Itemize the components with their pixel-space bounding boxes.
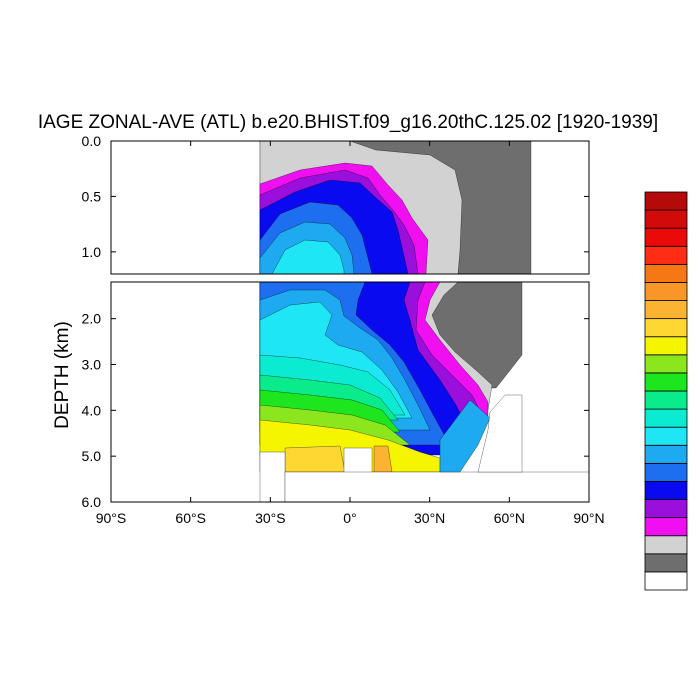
- seafloor-mask-bottom: [284, 471, 589, 502]
- xtick-label: 30°N: [414, 510, 445, 526]
- colorbar-swatch: [644, 535, 688, 555]
- seafloor-mask-north: [477, 394, 523, 473]
- colorbar-swatch: [644, 462, 688, 482]
- colorbar-swatch: [644, 336, 688, 356]
- xtick-label: 0°: [343, 510, 356, 526]
- chart-title: IAGE ZONAL-AVE (ATL) b.e20.BHIST.f09_g16…: [38, 112, 658, 133]
- colorbar-swatch: [644, 354, 688, 374]
- colorbar-swatch: [644, 245, 688, 265]
- colorbar-swatch: [644, 444, 688, 464]
- colorbar-swatch: [644, 390, 688, 410]
- colorbar-swatch: [644, 209, 688, 229]
- colorbar-swatch: [644, 372, 688, 392]
- seafloor-mask-left: [259, 451, 286, 502]
- y-axis-label: DEPTH (km): [52, 321, 73, 429]
- colorbar-swatch: [644, 499, 688, 519]
- lower-panel-plot: 2.03.04.05.06.0 90°S 60°S 30°S 0° 30°N 60°N 90…: [82, 141, 605, 526]
- lower-ytick-label: 5.0: [82, 448, 102, 464]
- colorbar-swatch: [644, 408, 688, 428]
- colorbar-swatch: [644, 517, 688, 537]
- xtick-label: 90°N: [573, 510, 604, 526]
- upper-ytick-label: 0.5: [82, 188, 102, 204]
- colorbar-swatch: [644, 481, 688, 500]
- upper-ytick-label: 0.0: [82, 133, 102, 149]
- colorbar-swatch: [644, 300, 688, 320]
- upper-contour-fill: [259, 141, 532, 274]
- colorbar-swatch: [644, 553, 688, 573]
- colorbar-swatch: [644, 263, 688, 283]
- colorbar-swatch: [644, 282, 688, 301]
- lower-y-axis: 2.0 3.0 4.0 5.0 6.0: [82, 311, 589, 510]
- lower-ytick-label: 4.0: [82, 402, 102, 418]
- colorbar-swatch: [644, 191, 688, 211]
- colorbar-swatch: [644, 318, 688, 338]
- colorbar-swatch: [644, 227, 688, 247]
- upper-panel-plot: 0.0 0.5 1.0: [82, 133, 590, 275]
- contour-band-deep-north: [439, 399, 491, 473]
- contour-band-gold: [284, 445, 346, 473]
- lower-ytick-label: 2.0: [82, 311, 102, 327]
- contour-band-cyan: [271, 239, 345, 274]
- lower-contour-fill: [259, 282, 589, 502]
- xtick-label: 60°S: [175, 510, 206, 526]
- xtick-label: 90°S: [96, 510, 127, 526]
- upper-y-axis: 0.0 0.5 1.0: [82, 133, 589, 260]
- lower-ytick-label: 6.0: [82, 494, 102, 510]
- colorbar: [644, 191, 688, 591]
- xtick-label: 60°N: [494, 510, 525, 526]
- xtick-label: 30°S: [255, 510, 286, 526]
- colorbar-swatch: [644, 571, 688, 591]
- colorbar-swatch: [644, 426, 688, 446]
- lower-ytick-label: 3.0: [82, 357, 102, 373]
- x-axis: 90°S 60°S 30°S 0° 30°N 60°N 90°N: [96, 141, 605, 526]
- upper-ytick-label: 1.0: [82, 244, 102, 260]
